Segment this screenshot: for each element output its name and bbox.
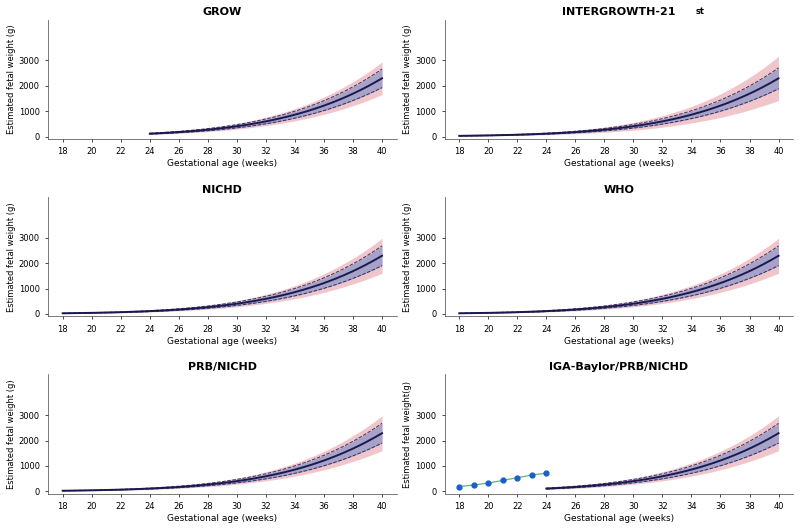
Y-axis label: Estimated fetal weight (g): Estimated fetal weight (g) (403, 202, 413, 312)
X-axis label: Gestational age (weeks): Gestational age (weeks) (564, 159, 674, 168)
X-axis label: Gestational age (weeks): Gestational age (weeks) (167, 159, 278, 168)
Title: GROW: GROW (202, 7, 242, 17)
Y-axis label: Estimated fetal weight (g): Estimated fetal weight (g) (7, 202, 16, 312)
Text: st: st (695, 7, 705, 16)
Y-axis label: Estimated fetal weight (g): Estimated fetal weight (g) (7, 24, 16, 134)
Title: INTERGROWTH-21: INTERGROWTH-21 (562, 7, 676, 17)
X-axis label: Gestational age (weeks): Gestational age (weeks) (167, 337, 278, 346)
Title: PRB/NICHD: PRB/NICHD (188, 363, 257, 372)
Title: WHO: WHO (603, 185, 634, 195)
Y-axis label: Estimated fetal weight (g): Estimated fetal weight (g) (403, 24, 413, 134)
Title: IGA-Baylor/PRB/NICHD: IGA-Baylor/PRB/NICHD (550, 363, 689, 372)
X-axis label: Gestational age (weeks): Gestational age (weeks) (564, 514, 674, 523)
X-axis label: Gestational age (weeks): Gestational age (weeks) (564, 337, 674, 346)
Y-axis label: Estimated fetal weight(g): Estimated fetal weight(g) (403, 381, 413, 488)
X-axis label: Gestational age (weeks): Gestational age (weeks) (167, 514, 278, 523)
Y-axis label: Estimated fetal weight (g): Estimated fetal weight (g) (7, 379, 16, 489)
Title: NICHD: NICHD (202, 185, 242, 195)
